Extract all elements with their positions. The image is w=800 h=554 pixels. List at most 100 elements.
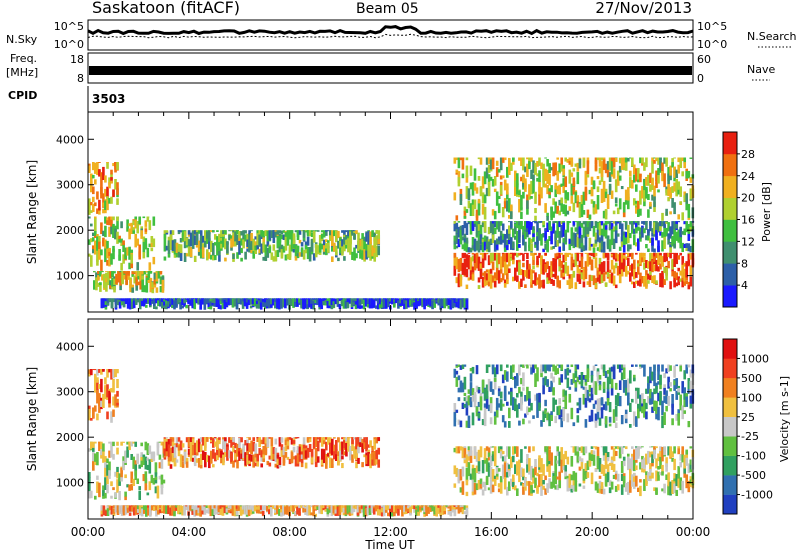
velocity-cell-3 (324, 507, 328, 512)
power-cell-1 (130, 263, 134, 269)
velocity-cell-3 (187, 505, 190, 516)
power-cell-7 (457, 157, 461, 169)
power-cell-4 (374, 305, 378, 309)
power-cell-5 (631, 271, 634, 275)
power-cell-5 (465, 269, 469, 278)
power-cell-1 (110, 253, 113, 265)
velocity-cell-4 (616, 484, 620, 491)
power-cell-3 (355, 230, 358, 235)
velocity-cell-2 (316, 456, 320, 463)
velocity-cell-1 (116, 466, 119, 477)
power-cell-2 (145, 277, 149, 285)
velocity-cell-1 (134, 470, 138, 480)
power-cell-6 (518, 221, 521, 226)
power-cell-7 (653, 159, 656, 164)
velocity-cell-4 (633, 472, 636, 485)
velocity-cell-1 (112, 441, 115, 447)
power-cell-6 (635, 226, 638, 234)
power-cell-6 (477, 224, 481, 231)
power-cell-7 (588, 189, 592, 195)
velocity-cell-4 (584, 446, 588, 454)
velocity-cell-4 (534, 459, 537, 467)
power-cell-3 (276, 230, 280, 235)
power-cell-5 (548, 271, 551, 277)
power-cell-3 (179, 244, 183, 254)
power-cell-7 (627, 196, 630, 210)
power-cell-7 (608, 157, 612, 171)
power-cell-6 (673, 241, 676, 247)
power-cell-6 (572, 232, 576, 246)
power-cell-6 (536, 221, 539, 235)
power-cell-1 (90, 223, 93, 227)
power-cell-7 (667, 173, 670, 185)
velocity-cell-2 (201, 437, 205, 446)
velocity-cell-4 (516, 488, 519, 496)
velocity-cell-3 (201, 505, 205, 511)
power-cell-6 (683, 221, 687, 225)
velocity-cell-3 (274, 509, 277, 513)
power-cell-6 (645, 235, 648, 241)
power-cell-5 (687, 252, 691, 256)
velocity-cell-4 (612, 448, 616, 462)
velocity-cell-4 (657, 471, 660, 481)
velocity-cell-2 (351, 439, 354, 451)
velocity-cell-4 (487, 487, 491, 491)
power-cell-3 (369, 231, 372, 245)
velocity-cell-2 (314, 437, 318, 447)
power-cell-1 (88, 239, 91, 245)
velocity-cell-1 (106, 471, 109, 485)
power-cell-4 (237, 298, 241, 303)
velocity-cell-0 (102, 393, 105, 408)
velocity-cell-1 (118, 477, 121, 482)
power-cell-5 (526, 252, 529, 260)
power-cell-3 (240, 231, 243, 236)
velocity-cell-3 (310, 512, 313, 516)
velocity-cell-2 (177, 437, 181, 442)
power-cell-7 (653, 185, 656, 200)
power-cell-5 (683, 262, 687, 267)
power-cell-5 (602, 272, 606, 282)
velocity-cell-4 (489, 466, 493, 480)
velocity-cell-4 (532, 468, 535, 478)
velocity-heatmap (88, 364, 695, 517)
velocity-cell-2 (210, 437, 213, 440)
power-cell-6 (562, 242, 566, 251)
power-cell-1 (112, 248, 115, 260)
velocity-cell-3 (459, 505, 463, 509)
power-cell-6 (548, 221, 551, 230)
velocity-cell-5 (461, 402, 465, 409)
power-cell-6 (647, 248, 650, 252)
power-cell-2 (127, 271, 130, 274)
power-cell-7 (584, 170, 588, 185)
velocity-cell-3 (302, 505, 305, 508)
velocity-cell-2 (278, 457, 282, 465)
velocity-cell-5 (455, 364, 459, 368)
velocity-cell-2 (193, 460, 197, 467)
velocity-cell-4 (574, 446, 578, 456)
power-cell-4 (336, 302, 340, 307)
velocity-cell-2 (193, 454, 197, 462)
velocity-cell-4 (546, 452, 549, 467)
power-cell-6 (516, 221, 519, 229)
power-cell-7 (548, 173, 551, 186)
power-cell-3 (238, 241, 241, 255)
velocity-cell-2 (314, 459, 318, 468)
velocity-cell-3 (207, 508, 211, 514)
power-cell-3 (222, 230, 225, 235)
power-cell-6 (657, 240, 660, 252)
power-cell-0 (90, 210, 93, 213)
power-cell-4 (395, 298, 398, 304)
power-cell-7 (588, 214, 592, 219)
velocity-cell-0 (88, 408, 91, 421)
power-cell-3 (224, 230, 227, 235)
velocity-cell-4 (552, 476, 555, 488)
velocity-cell-4 (649, 469, 652, 482)
power-cell-5 (479, 268, 483, 279)
velocity-cell-3 (100, 510, 104, 515)
velocity-cell-4 (669, 446, 672, 458)
velocity-cell-0 (96, 377, 99, 383)
colorbar-tick-label: 4 (741, 279, 748, 292)
power-cell-3 (224, 257, 227, 262)
power-cell-6 (514, 221, 517, 223)
velocity-cell-4 (685, 457, 689, 466)
